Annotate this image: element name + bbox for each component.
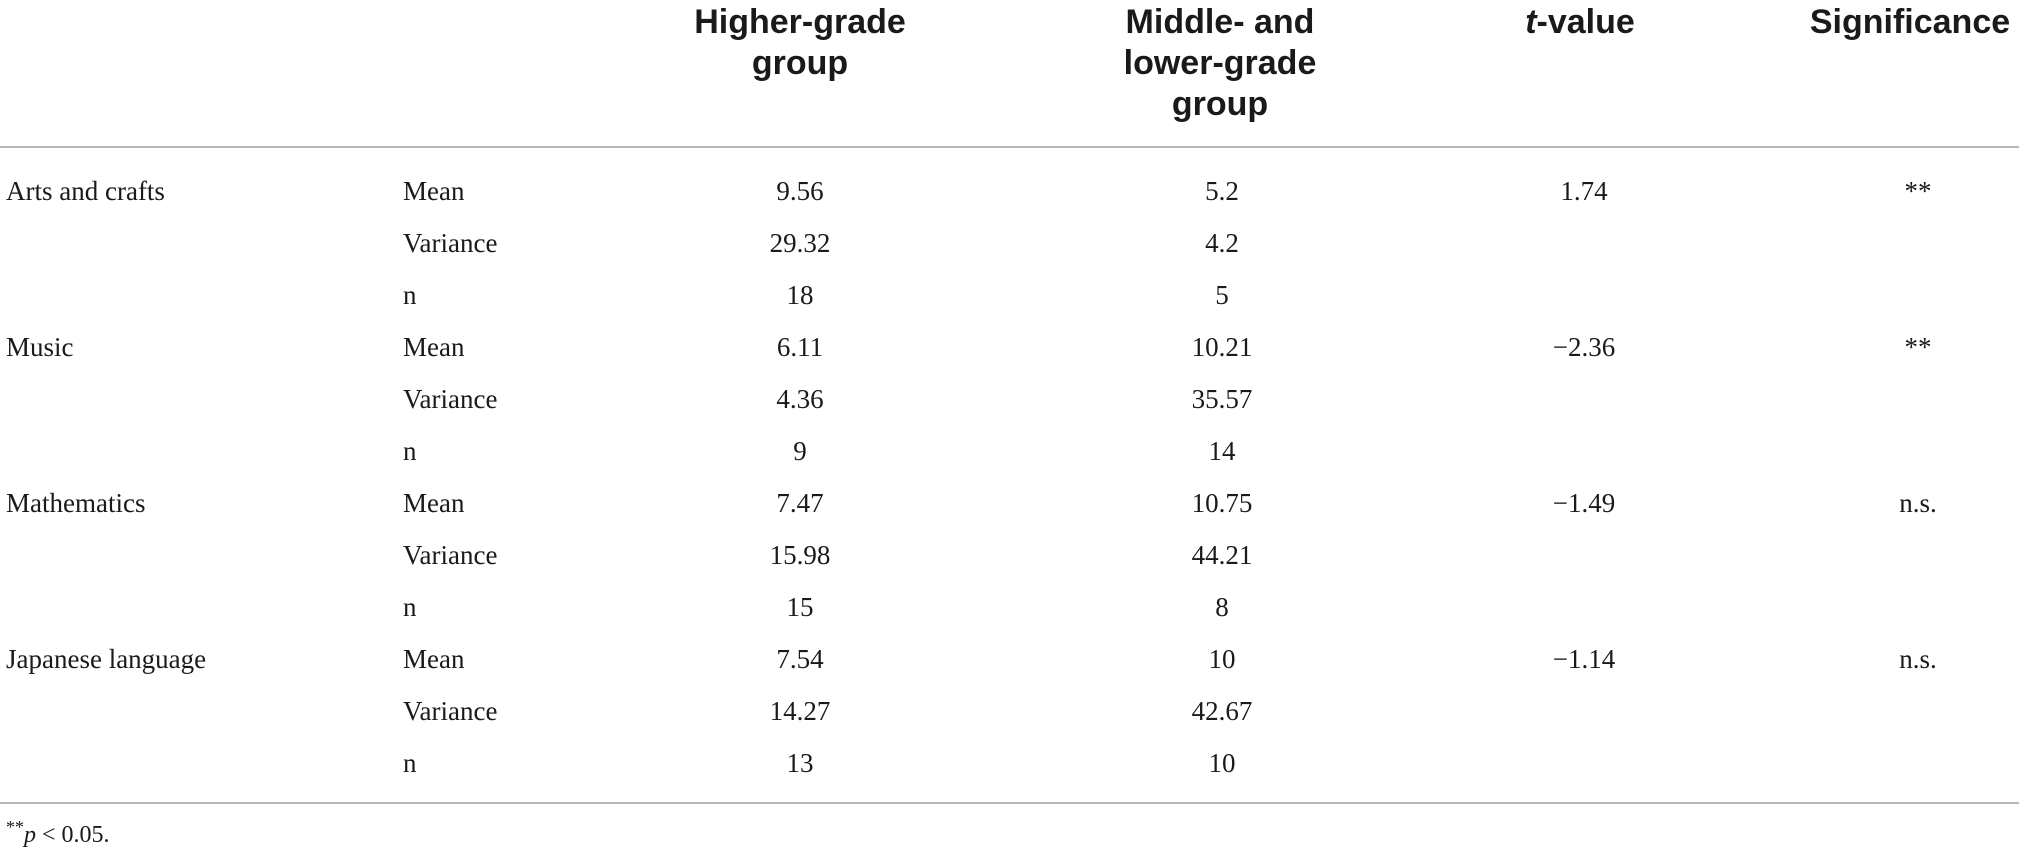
table-row: n 13 10 (0, 737, 2019, 789)
statistic-cell: Mean (403, 644, 465, 674)
significance-cell: n.s. (1899, 488, 1937, 518)
subject-cell: Mathematics (6, 488, 146, 518)
statistic-cell: n (403, 592, 417, 622)
table-top-rule (0, 146, 2019, 148)
statistic-cell: Variance (403, 696, 498, 726)
table-bottom-rule (0, 802, 2019, 804)
middle-lower-grade-cell: 10.75 (1191, 488, 1253, 518)
header-significance: Significance (1809, 3, 2011, 41)
header-higher-grade-group: Higher-grade group (694, 3, 906, 82)
higher-grade-cell: 14.27 (769, 696, 831, 726)
footnote-p-symbol: p (24, 822, 36, 848)
statistic-cell: n (403, 748, 417, 778)
table-row: Variance 29.32 4.2 (0, 217, 2019, 269)
header-t-suffix: -value (1536, 3, 1635, 41)
t-value-cell: −1.14 (1552, 644, 1616, 674)
table-footnote: **p < 0.05. (6, 815, 110, 855)
table-row: n 9 14 (0, 425, 2019, 477)
statistic-cell: n (403, 436, 417, 466)
significance-cell: ** (1904, 176, 1932, 206)
higher-grade-cell: 15.98 (769, 540, 831, 570)
statistic-cell: Variance (403, 228, 498, 258)
table-row: Variance 14.27 42.67 (0, 685, 2019, 737)
middle-lower-grade-cell: 35.57 (1191, 384, 1253, 414)
significance-cell: n.s. (1899, 644, 1937, 674)
header-middle-lower-grade-group: Middle- and lower-grade group (1123, 3, 1317, 123)
higher-grade-cell: 7.54 (776, 644, 824, 674)
subject-cell: Japanese language (6, 644, 207, 674)
header-t-value: t-value (1440, 2, 1720, 43)
subject-cell: Arts and crafts (6, 176, 165, 206)
t-value-cell: −1.49 (1552, 488, 1616, 518)
table-row: Arts and crafts Mean 9.56 5.2 1.74 ** (0, 165, 2019, 217)
statistic-cell: n (403, 280, 417, 310)
table-row: Music Mean 6.11 10.21 −2.36 ** (0, 321, 2019, 373)
statistic-cell: Mean (403, 332, 465, 362)
middle-lower-grade-cell: 4.2 (1205, 228, 1239, 258)
middle-lower-grade-cell: 10.21 (1191, 332, 1253, 362)
footnote-text: < 0.05. (36, 822, 110, 848)
higher-grade-cell: 7.47 (776, 488, 824, 518)
higher-grade-cell: 4.36 (776, 384, 824, 414)
middle-lower-grade-cell: 5 (1215, 280, 1229, 310)
higher-grade-cell: 9 (793, 436, 807, 466)
table-row: Japanese language Mean 7.54 10 −1.14 n.s… (0, 633, 2019, 685)
footnote-mark: ** (6, 817, 24, 837)
middle-lower-grade-cell: 5.2 (1205, 176, 1239, 206)
statistic-cell: Variance (403, 384, 498, 414)
table-row: Mathematics Mean 7.47 10.75 −1.49 n.s. (0, 477, 2019, 529)
middle-lower-grade-cell: 10 (1208, 748, 1236, 778)
higher-grade-cell: 6.11 (776, 332, 824, 362)
significance-cell: ** (1904, 332, 1932, 362)
table-row: Variance 4.36 35.57 (0, 373, 2019, 425)
table-row: Variance 15.98 44.21 (0, 529, 2019, 581)
t-value-cell: −2.36 (1552, 332, 1616, 362)
middle-lower-grade-cell: 44.21 (1191, 540, 1253, 570)
higher-grade-cell: 15 (786, 592, 814, 622)
higher-grade-cell: 13 (786, 748, 814, 778)
higher-grade-cell: 29.32 (769, 228, 831, 258)
t-value-cell: 1.74 (1560, 176, 1608, 206)
header-t-symbol: t (1525, 3, 1537, 41)
higher-grade-cell: 9.56 (776, 176, 824, 206)
statistic-cell: Mean (403, 488, 465, 518)
higher-grade-cell: 18 (786, 280, 814, 310)
middle-lower-grade-cell: 8 (1215, 592, 1229, 622)
statistic-cell: Variance (403, 540, 498, 570)
middle-lower-grade-cell: 10 (1208, 644, 1236, 674)
middle-lower-grade-cell: 42.67 (1191, 696, 1253, 726)
table-row: n 15 8 (0, 581, 2019, 633)
statistic-cell: Mean (403, 176, 465, 206)
middle-lower-grade-cell: 14 (1208, 436, 1236, 466)
table-row: n 18 5 (0, 269, 2019, 321)
subject-cell: Music (6, 332, 74, 362)
